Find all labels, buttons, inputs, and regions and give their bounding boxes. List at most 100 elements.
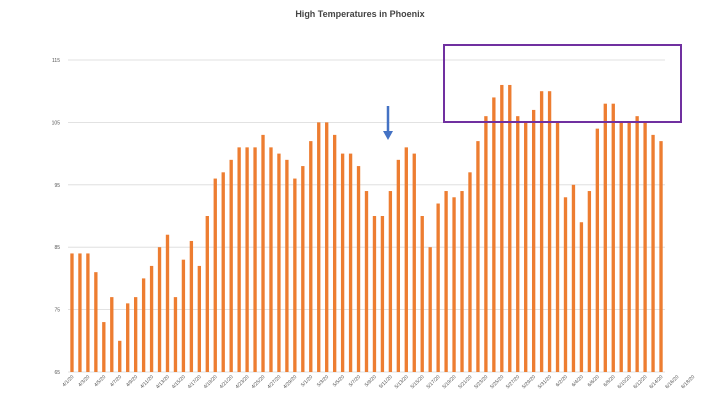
bar	[356, 166, 361, 372]
bar	[516, 116, 520, 372]
bar	[285, 159, 289, 372]
bar	[611, 103, 615, 373]
bar	[436, 203, 440, 372]
y-tick-label: 65	[54, 370, 60, 376]
bar	[261, 134, 265, 372]
x-tick-label: 5/31/20	[537, 374, 553, 390]
x-tick-label: 4/5/20	[93, 374, 107, 388]
x-tick-label: 5/19/20	[441, 374, 457, 390]
x-tick-label: 4/9/20	[125, 374, 139, 388]
x-tick-label: 5/17/20	[426, 374, 442, 390]
bar	[309, 141, 313, 372]
bar	[531, 109, 536, 373]
bar	[221, 172, 225, 372]
bar	[317, 122, 321, 373]
x-tick-label: 4/23/20	[234, 374, 250, 390]
x-tick-label: 5/23/20	[473, 374, 489, 390]
bar	[133, 297, 138, 372]
bar	[396, 159, 401, 372]
bar	[388, 191, 393, 372]
x-tick-label: 6/2/20	[555, 374, 569, 388]
bar	[253, 147, 257, 372]
bar	[380, 216, 385, 372]
x-tick-label: 6/16/20	[664, 374, 680, 390]
bar	[205, 216, 209, 372]
x-tick-label: 4/11/20	[139, 374, 155, 390]
bar	[118, 340, 122, 372]
x-tick-label: 4/13/20	[155, 374, 171, 390]
x-tick-label: 6/18/20	[680, 374, 696, 390]
x-tick-label: 4/29/20	[282, 374, 298, 390]
bar	[301, 166, 305, 372]
bar	[348, 153, 353, 372]
x-tick-label: 4/17/20	[187, 374, 203, 390]
x-tick-label: 5/1/20	[300, 374, 314, 388]
bar	[492, 97, 496, 372]
bar	[229, 159, 233, 372]
bar	[86, 253, 90, 372]
x-tick-label: 4/3/20	[77, 374, 91, 388]
bar	[595, 128, 600, 372]
bar-series	[70, 84, 663, 373]
x-tick-label: 6/12/20	[632, 374, 648, 390]
bar	[579, 222, 584, 372]
x-tick-label: 4/7/20	[109, 374, 123, 388]
bar	[651, 134, 655, 372]
bar	[428, 247, 432, 372]
bar	[460, 191, 464, 372]
bar	[372, 216, 377, 372]
x-tick-label: 5/11/20	[378, 374, 394, 390]
bar	[325, 122, 329, 373]
bar	[110, 297, 114, 372]
x-tick-label: 5/21/20	[457, 374, 473, 390]
x-tick-label: 5/27/20	[505, 374, 521, 390]
bar	[539, 91, 544, 372]
y-tick-label: 95	[54, 183, 60, 189]
bar	[404, 147, 408, 372]
bar	[237, 147, 241, 372]
x-tick-label: 5/25/20	[489, 374, 505, 390]
x-tick-label: 5/5/20	[332, 374, 346, 388]
bar	[484, 116, 488, 372]
bar	[364, 191, 369, 372]
x-tick-label: 5/9/20	[364, 374, 378, 388]
y-tick-label: 75	[54, 308, 60, 314]
bar	[102, 322, 106, 372]
bar	[587, 191, 592, 372]
bar	[340, 153, 345, 372]
x-tick-label: 6/10/20	[617, 374, 633, 390]
annotations	[383, 44, 682, 140]
bar	[412, 153, 416, 372]
bar	[293, 178, 297, 372]
bar	[524, 122, 528, 373]
x-tick-label: 6/4/20	[571, 374, 585, 388]
bar	[157, 247, 162, 372]
bar	[94, 272, 98, 372]
bar	[500, 84, 504, 373]
x-tick-label: 6/6/20	[587, 374, 601, 388]
bar	[603, 103, 607, 373]
bar	[547, 91, 552, 372]
bar	[181, 259, 186, 372]
x-tick-label: 5/7/20	[348, 374, 362, 388]
bar	[277, 153, 281, 372]
x-tick-label: 5/13/20	[394, 374, 410, 390]
x-tick-label: 4/19/20	[203, 374, 219, 390]
bar	[269, 147, 273, 372]
bar	[173, 297, 178, 372]
bar	[468, 172, 472, 372]
y-tick-label: 85	[54, 245, 60, 251]
bar	[213, 178, 217, 372]
chart-title: High Temperatures in Phoenix	[295, 9, 424, 19]
bar	[165, 234, 170, 372]
bar	[444, 191, 448, 372]
bar	[70, 253, 74, 372]
x-tick-label: 4/25/20	[250, 374, 266, 390]
arrow-head-icon	[383, 131, 393, 140]
y-tick-label: 115	[52, 58, 60, 64]
x-tick-label: 5/3/20	[316, 374, 330, 388]
bar	[141, 278, 146, 372]
x-tick-label: 4/15/20	[171, 374, 187, 390]
y-tick-label: 105	[52, 120, 61, 126]
x-axis: 4/1/20 4/3/20 4/5/20 4/7/20 4/9/20 4/11/20 4/1…	[61, 374, 696, 390]
